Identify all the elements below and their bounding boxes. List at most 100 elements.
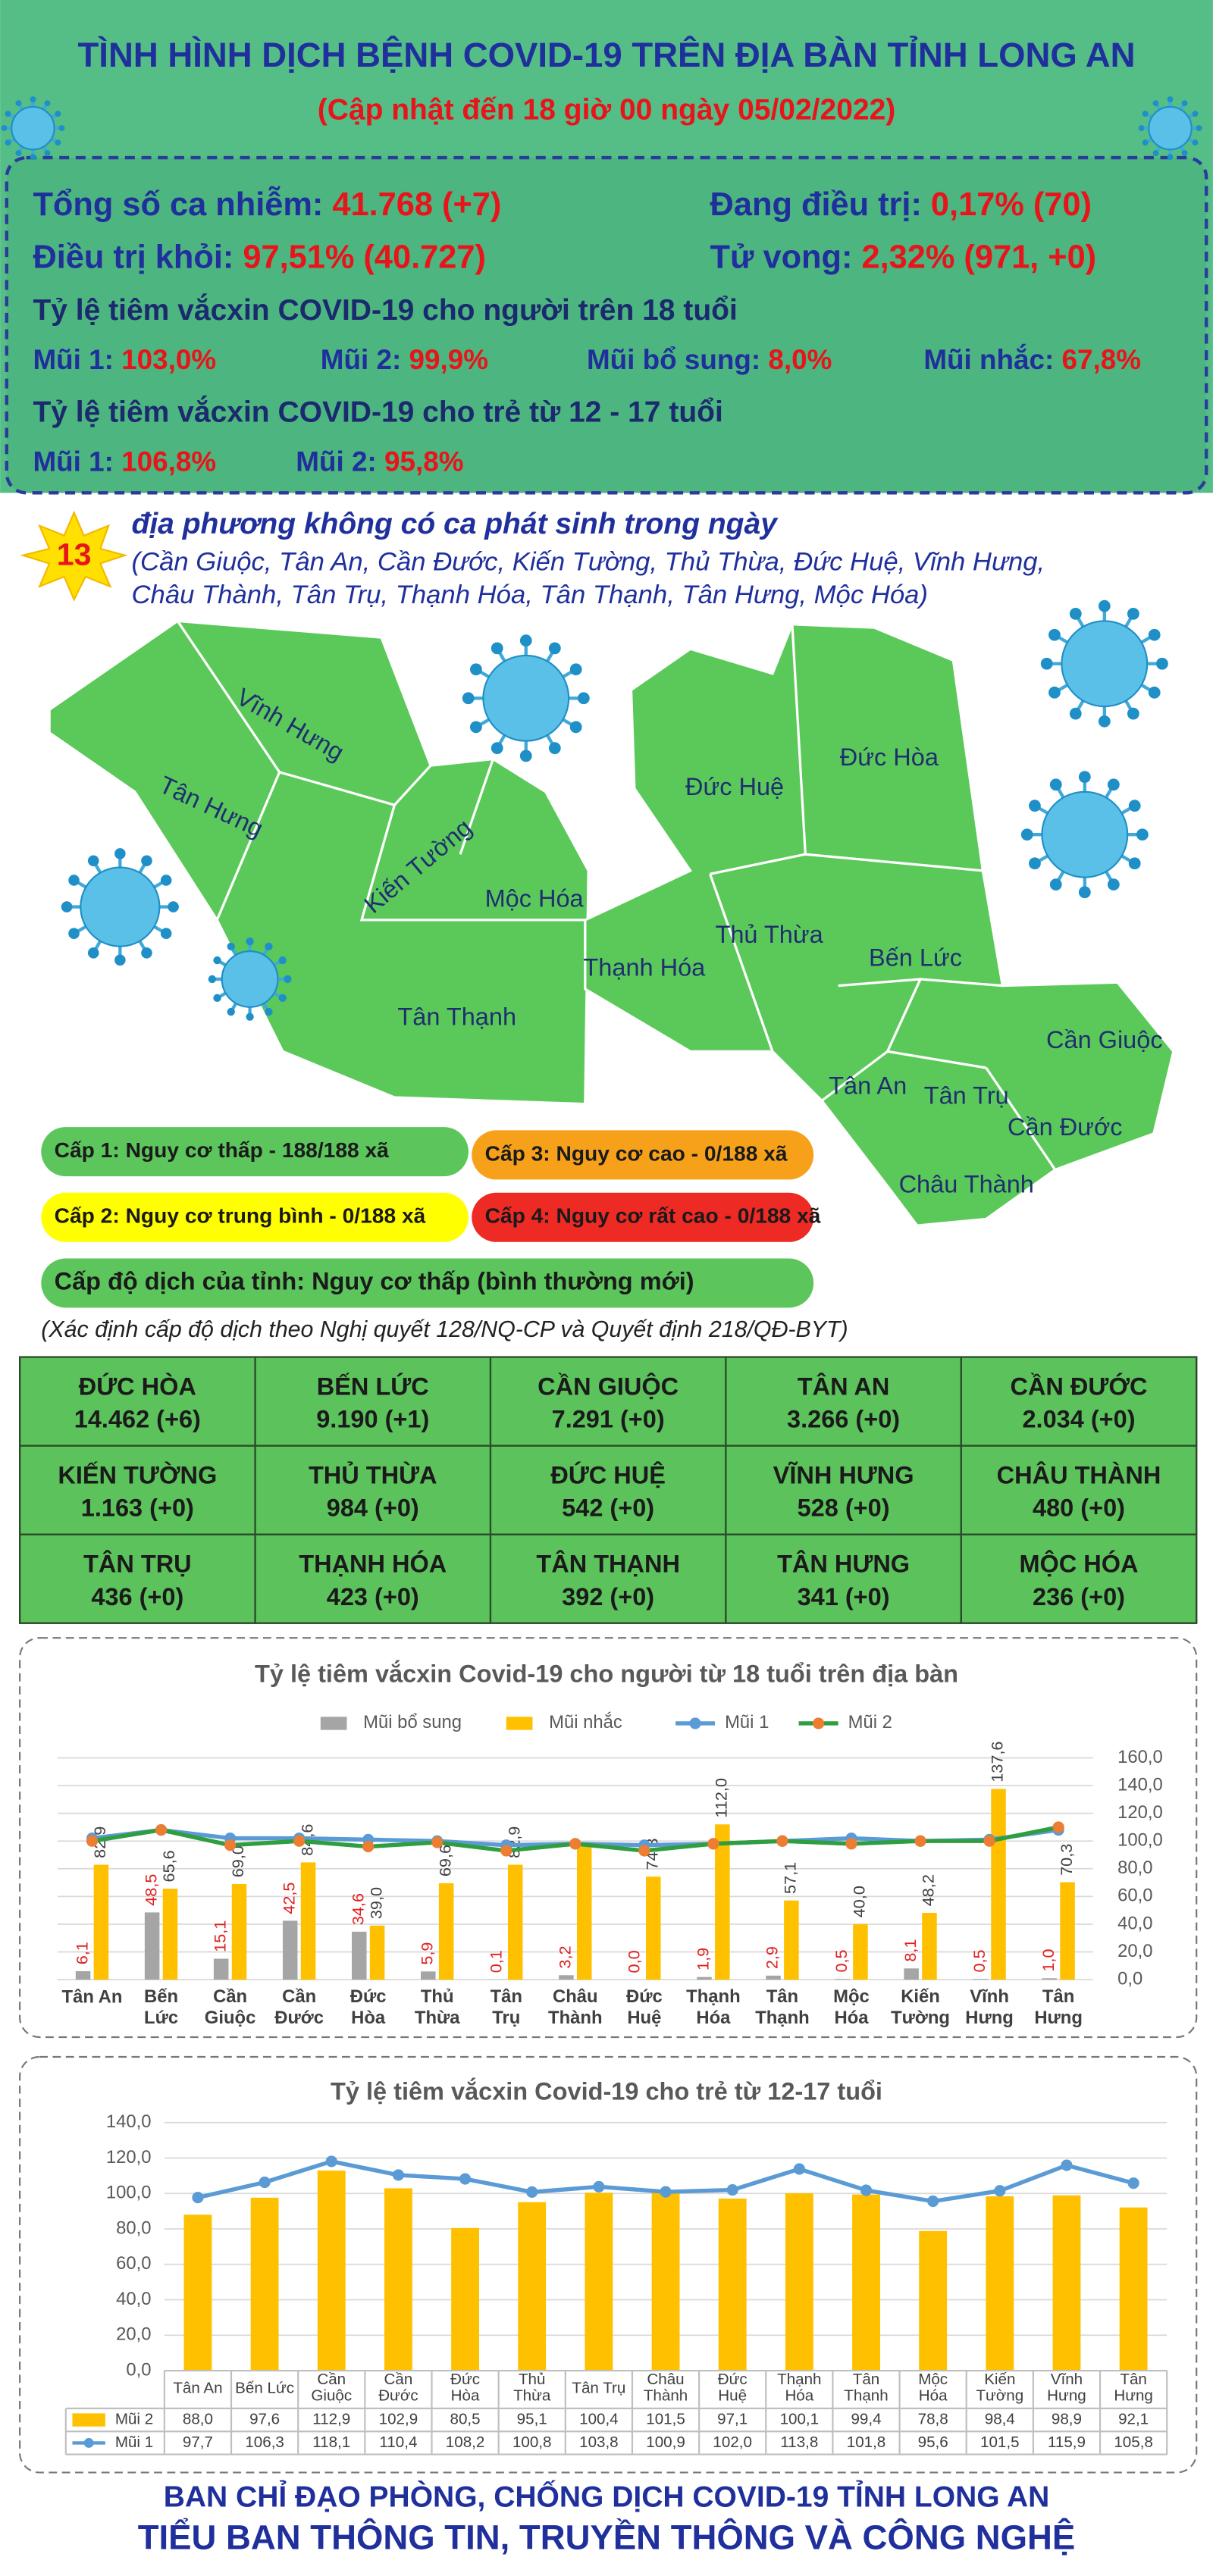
data-label: 0,0 — [625, 1950, 644, 1973]
y-tick-label: 140,0 — [106, 2111, 152, 2132]
y-tick-label: 100,0 — [106, 2183, 152, 2203]
virus-body — [1148, 105, 1193, 151]
legend-label: Mũi nhắc — [549, 1712, 622, 1732]
line-marker — [1061, 2159, 1073, 2171]
data-label: 42,5 — [279, 1883, 298, 1914]
table-value: 100,4 — [579, 2411, 619, 2428]
virus-body — [482, 654, 570, 742]
line-marker — [392, 2169, 405, 2181]
dose: Mũi 1: 103,0% — [33, 344, 216, 375]
virus-knob — [1192, 111, 1199, 117]
table-value: 95,1 — [517, 2411, 547, 2428]
district-cases: 14.462 (+6) — [74, 1406, 201, 1433]
virus-knob — [569, 721, 582, 734]
virus-knob — [548, 642, 561, 655]
virus-knob — [1181, 150, 1188, 156]
virus-knob — [44, 150, 51, 156]
table-value: 78,8 — [918, 2411, 948, 2428]
district-label: Tân Trụ — [924, 1082, 1009, 1110]
y-tick-label: 0,0 — [126, 2359, 151, 2380]
bar — [697, 1977, 712, 1980]
line-marker — [726, 2183, 738, 2196]
virus-knob — [1048, 686, 1061, 699]
stat: Đang điều trị: 0,17% (70) — [710, 187, 1092, 224]
table-value: 100,9 — [646, 2434, 685, 2451]
district-name: TÂN AN — [798, 1372, 890, 1400]
district-cases: 1.163 (+0) — [81, 1495, 194, 1522]
dose: Mũi 2: 99,9% — [321, 344, 488, 375]
stats-box — [5, 155, 1208, 495]
table-value: 106,3 — [245, 2434, 284, 2451]
dose: Mũi nhắc: 67,8% — [923, 343, 1141, 375]
dose-label: Mũi 2: — [321, 344, 401, 375]
x-tick-label: Tân Trụ — [572, 2379, 625, 2396]
legend-marker — [689, 1717, 701, 1729]
virus-knob — [1020, 828, 1033, 841]
table-value: 101,8 — [847, 2434, 885, 2451]
x-tick-label: Bến Lức — [144, 1986, 178, 2028]
virus-knob — [491, 642, 503, 655]
dose-label: Mũi 2: — [296, 446, 376, 477]
x-tick-label: Kiến Tường — [976, 2371, 1023, 2405]
y-tick-label: 80,0 — [116, 2218, 151, 2238]
line-marker — [259, 2176, 271, 2189]
level-pill — [472, 1130, 814, 1180]
x-tick-label: Mộc Hóa — [833, 1986, 870, 2028]
bar — [585, 2193, 613, 2371]
data-label: 5,9 — [418, 1942, 437, 1965]
virus-knob — [5, 111, 11, 117]
x-tick-label: Tân Thạnh — [844, 2371, 888, 2405]
level-pill — [41, 1192, 469, 1242]
bar — [559, 1975, 574, 1980]
table-value: 118,1 — [312, 2434, 350, 2451]
legend-label: Mũi 2 — [848, 1712, 892, 1732]
virus-knob — [1181, 100, 1188, 107]
legend-swatch — [506, 1717, 533, 1730]
bar — [1119, 2207, 1148, 2371]
bar — [646, 1876, 661, 1980]
district-label: Tân An — [829, 1072, 907, 1100]
virus-knob — [1029, 800, 1041, 812]
district-cases: 2.034 (+0) — [1022, 1406, 1135, 1433]
district-name: CẦN GIUỘC — [538, 1371, 679, 1400]
level-pill — [472, 1192, 814, 1242]
y-tick-label: 100,0 — [1117, 1830, 1163, 1851]
x-tick-label: Cần Đước — [378, 2371, 418, 2405]
district-name: THẠNH HÓA — [299, 1549, 447, 1577]
bar — [352, 1931, 367, 1980]
line-marker — [569, 1838, 581, 1850]
virus-knob — [284, 975, 292, 984]
legend-label: Mũi 1 — [725, 1712, 769, 1732]
virus-body — [80, 866, 161, 947]
data-label: 112,0 — [712, 1778, 731, 1818]
district-cases: 528 (+0) — [798, 1495, 890, 1522]
child-heading: Tỷ lệ tiêm vắcxin COVID-19 cho trẻ từ 12… — [33, 396, 722, 429]
table-value: 110,4 — [379, 2434, 417, 2451]
chart-title: Tỷ lệ tiêm vắcxin Covid-19 cho người từ … — [255, 1660, 958, 1688]
virus-knob — [1152, 150, 1159, 156]
bar — [922, 1912, 937, 1980]
virus-knob — [1167, 96, 1174, 102]
bar — [852, 2194, 880, 2371]
no-case-list: Châu Thành, Tân Trụ, Thạnh Hóa, Tân Thạn… — [132, 581, 928, 609]
legend-swatch — [72, 2413, 105, 2427]
line-marker — [155, 1823, 168, 1836]
bar — [75, 1970, 91, 1980]
virus-knob — [469, 663, 482, 676]
star-badge — [20, 510, 128, 602]
y-tick-label: 60,0 — [116, 2253, 151, 2274]
table-value: 80,5 — [450, 2411, 481, 2428]
virus-knob — [1192, 139, 1199, 146]
virus-icon — [1138, 96, 1202, 161]
table-value: 102,9 — [379, 2411, 418, 2428]
table-value: 113,8 — [780, 2434, 818, 2451]
legend-label: Mũi 1 — [115, 2434, 153, 2451]
table-value: 112,9 — [312, 2411, 350, 2428]
no-case-list: (Cần Giuộc, Tân An, Cần Đước, Kiến Tường… — [132, 548, 1045, 577]
x-tick-label: Tân Trụ — [491, 1986, 522, 2028]
bar — [904, 1968, 919, 1980]
bar — [183, 2214, 212, 2371]
virus-knob — [227, 942, 235, 951]
virus-icon — [462, 634, 590, 762]
